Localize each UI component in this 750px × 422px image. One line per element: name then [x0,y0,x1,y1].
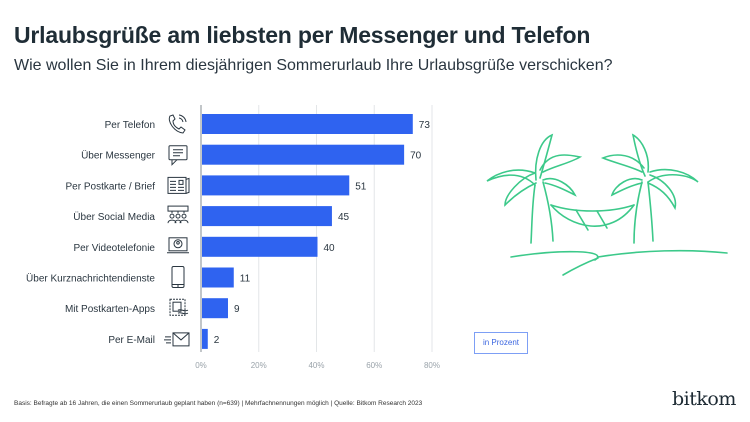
source-note: Basis: Befragte ab 16 Jahren, die einen … [14,400,423,407]
data-label: 2 [214,335,220,346]
email-icon [164,332,190,347]
phone-icon [168,114,187,134]
x-tick-label: 80% [424,361,440,370]
bar [202,267,234,288]
data-label: 70 [410,151,422,162]
unit-label: in Prozent [474,332,528,354]
data-label: 9 [234,304,240,315]
x-tick-label: 40% [308,361,324,370]
x-tick-label: 60% [366,361,382,370]
bar [202,328,208,349]
page-subtitle: Wie wollen Sie in Ihrem diesjährigen Som… [14,57,613,74]
x-tick-label: 20% [251,361,267,370]
bar [202,175,350,196]
data-label: 11 [240,274,251,285]
x-tick-label: 0% [195,361,207,370]
chat-bubble-icon [168,145,188,166]
bitkom-logo: bitkom [672,388,736,410]
category-label: Über Messenger [81,150,156,162]
data-label: 51 [355,181,367,192]
category-label: Über Kurznachrichtendienste [26,273,155,285]
data-label: 73 [419,120,431,131]
category-label: Per Telefon [105,120,155,131]
smartphone-icon [171,266,185,288]
video-call-icon [167,237,189,254]
category-label: Über Social Media [73,211,155,223]
page-title: Urlaubsgrüße am liebsten per Messenger u… [14,22,591,48]
bar [202,144,405,165]
category-label: Per E-Mail [108,335,155,346]
postcard-app-icon [169,298,189,316]
bar [202,236,318,257]
social-media-icon [167,205,189,224]
bar [202,206,332,227]
palm-hammock-illustration [486,133,728,276]
data-label: 40 [324,243,336,254]
bar [202,298,228,319]
category-label: Mit Postkarten-Apps [65,304,155,315]
category-label: Per Videotelefonie [73,243,155,254]
postcard-icon [167,176,190,194]
category-label: Per Postkarte / Brief [66,181,156,192]
bar [202,114,413,134]
data-label: 45 [338,212,350,223]
